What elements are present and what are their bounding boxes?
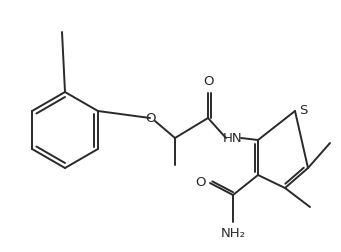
Text: HN: HN bbox=[223, 132, 243, 144]
Text: NH₂: NH₂ bbox=[221, 227, 246, 240]
Text: O: O bbox=[145, 111, 155, 124]
Text: O: O bbox=[195, 176, 206, 190]
Text: O: O bbox=[203, 75, 213, 88]
Text: S: S bbox=[299, 105, 307, 117]
